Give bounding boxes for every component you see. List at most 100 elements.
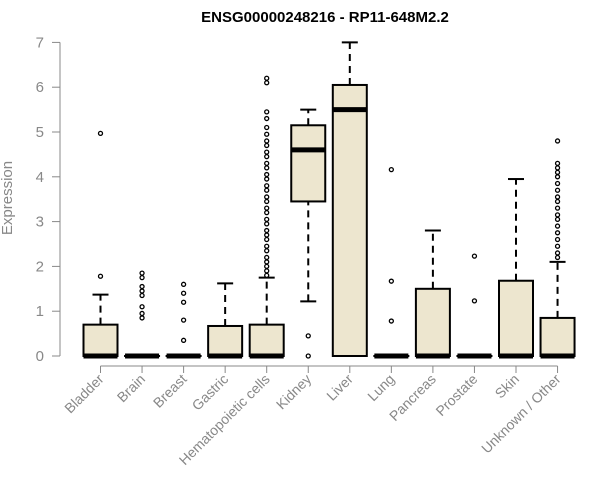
outlier-point [264,205,270,211]
outlier-point [554,250,561,256]
outlier-point [554,205,561,211]
outlier-point [264,236,270,243]
outlier-point [139,292,145,299]
box-bladder [82,130,119,359]
box-body [331,83,368,358]
outlier-point [471,298,478,304]
outlier-point [264,131,270,137]
box-prostate [456,253,493,359]
outlier-point [97,130,104,136]
box-gastric [207,282,244,359]
outlier-point [264,232,270,238]
outlier-point [139,283,145,290]
outlier-point [139,270,145,276]
outlier-point [554,160,561,167]
y-axis: 0 1 2 3 4 5 6 7 [36,34,61,365]
outlier-point [264,115,270,122]
x-tick-label: Prostate [432,371,480,419]
outlier-point [264,165,270,171]
box-pancreas [414,229,451,359]
outlier-point [139,274,145,281]
outlier-point [180,299,187,305]
outlier-point [554,212,561,218]
x-tick-label: Lung [364,371,397,404]
x-tick-label: Bladder [61,371,107,417]
x-tick-label: Skin [492,371,523,402]
outlier-point [554,236,561,243]
outlier-point [554,169,561,175]
y-tick-label: 5 [36,124,44,141]
y-tick-label: 0 [36,348,44,365]
outlier-point [264,227,270,234]
outlier-point [97,273,104,279]
outlier-point [305,353,311,359]
x-tick-label: Breast [150,371,190,411]
outlier-point [264,263,270,270]
box-group [82,41,576,359]
y-tick-label: 7 [36,34,44,51]
outlier-point [264,183,270,189]
box-liver [331,41,368,358]
outlier-point [264,142,270,149]
y-tick-label: 2 [36,258,44,275]
outlier-point [180,290,187,296]
outlier-point [554,187,561,193]
box-body [82,323,119,358]
outlier-point [139,315,145,321]
box-body [290,124,327,203]
y-tick-label: 1 [36,303,44,320]
box-body [207,324,244,358]
outlier-point [264,243,270,249]
outlier-point [264,75,270,81]
outlier-point [554,174,561,180]
outlier-point [180,281,187,287]
outlier-point [264,124,270,131]
outlier-point [388,318,395,324]
outlier-point [264,109,270,115]
outlier-point [264,149,270,155]
outlier-point [139,304,145,310]
box-breast [165,281,202,359]
outlier-point [264,160,270,167]
outlier-point [139,288,145,294]
outlier-point [388,278,395,284]
outlier-point [264,248,270,254]
outlier-point [264,153,270,160]
x-tick-label: Liver [323,371,356,404]
box-unknown-other [539,138,576,359]
outlier-point [554,198,561,205]
outlier-point [554,194,561,200]
outlier-point [471,253,478,259]
box-body [248,323,285,358]
outlier-point [388,166,395,173]
box-body [414,287,451,357]
outlier-point [264,221,270,227]
box-lung [373,166,410,359]
outlier-point [554,216,561,223]
outlier-point [554,180,561,187]
outlier-point [264,259,270,265]
outlier-point [264,138,270,144]
outlier-point [554,165,561,171]
outlier-point [264,194,270,200]
outlier-point [264,272,270,279]
outlier-point [554,243,561,249]
outlier-point [554,230,561,236]
x-tick-label: Kidney [273,371,315,413]
outlier-point [264,254,270,261]
outlier-point [305,333,311,339]
outlier-point [264,80,270,86]
y-tick-label: 3 [36,214,44,231]
box-kidney [290,108,327,359]
box-body [539,316,576,358]
y-tick-label: 4 [36,169,44,186]
outlier-point [139,310,145,317]
outlier-point [554,138,561,144]
outlier-point [264,198,270,205]
box-body [498,279,534,357]
outlier-point [264,171,270,178]
y-tick-label: 6 [36,79,44,96]
box-hematopoietic-cells [248,75,285,359]
